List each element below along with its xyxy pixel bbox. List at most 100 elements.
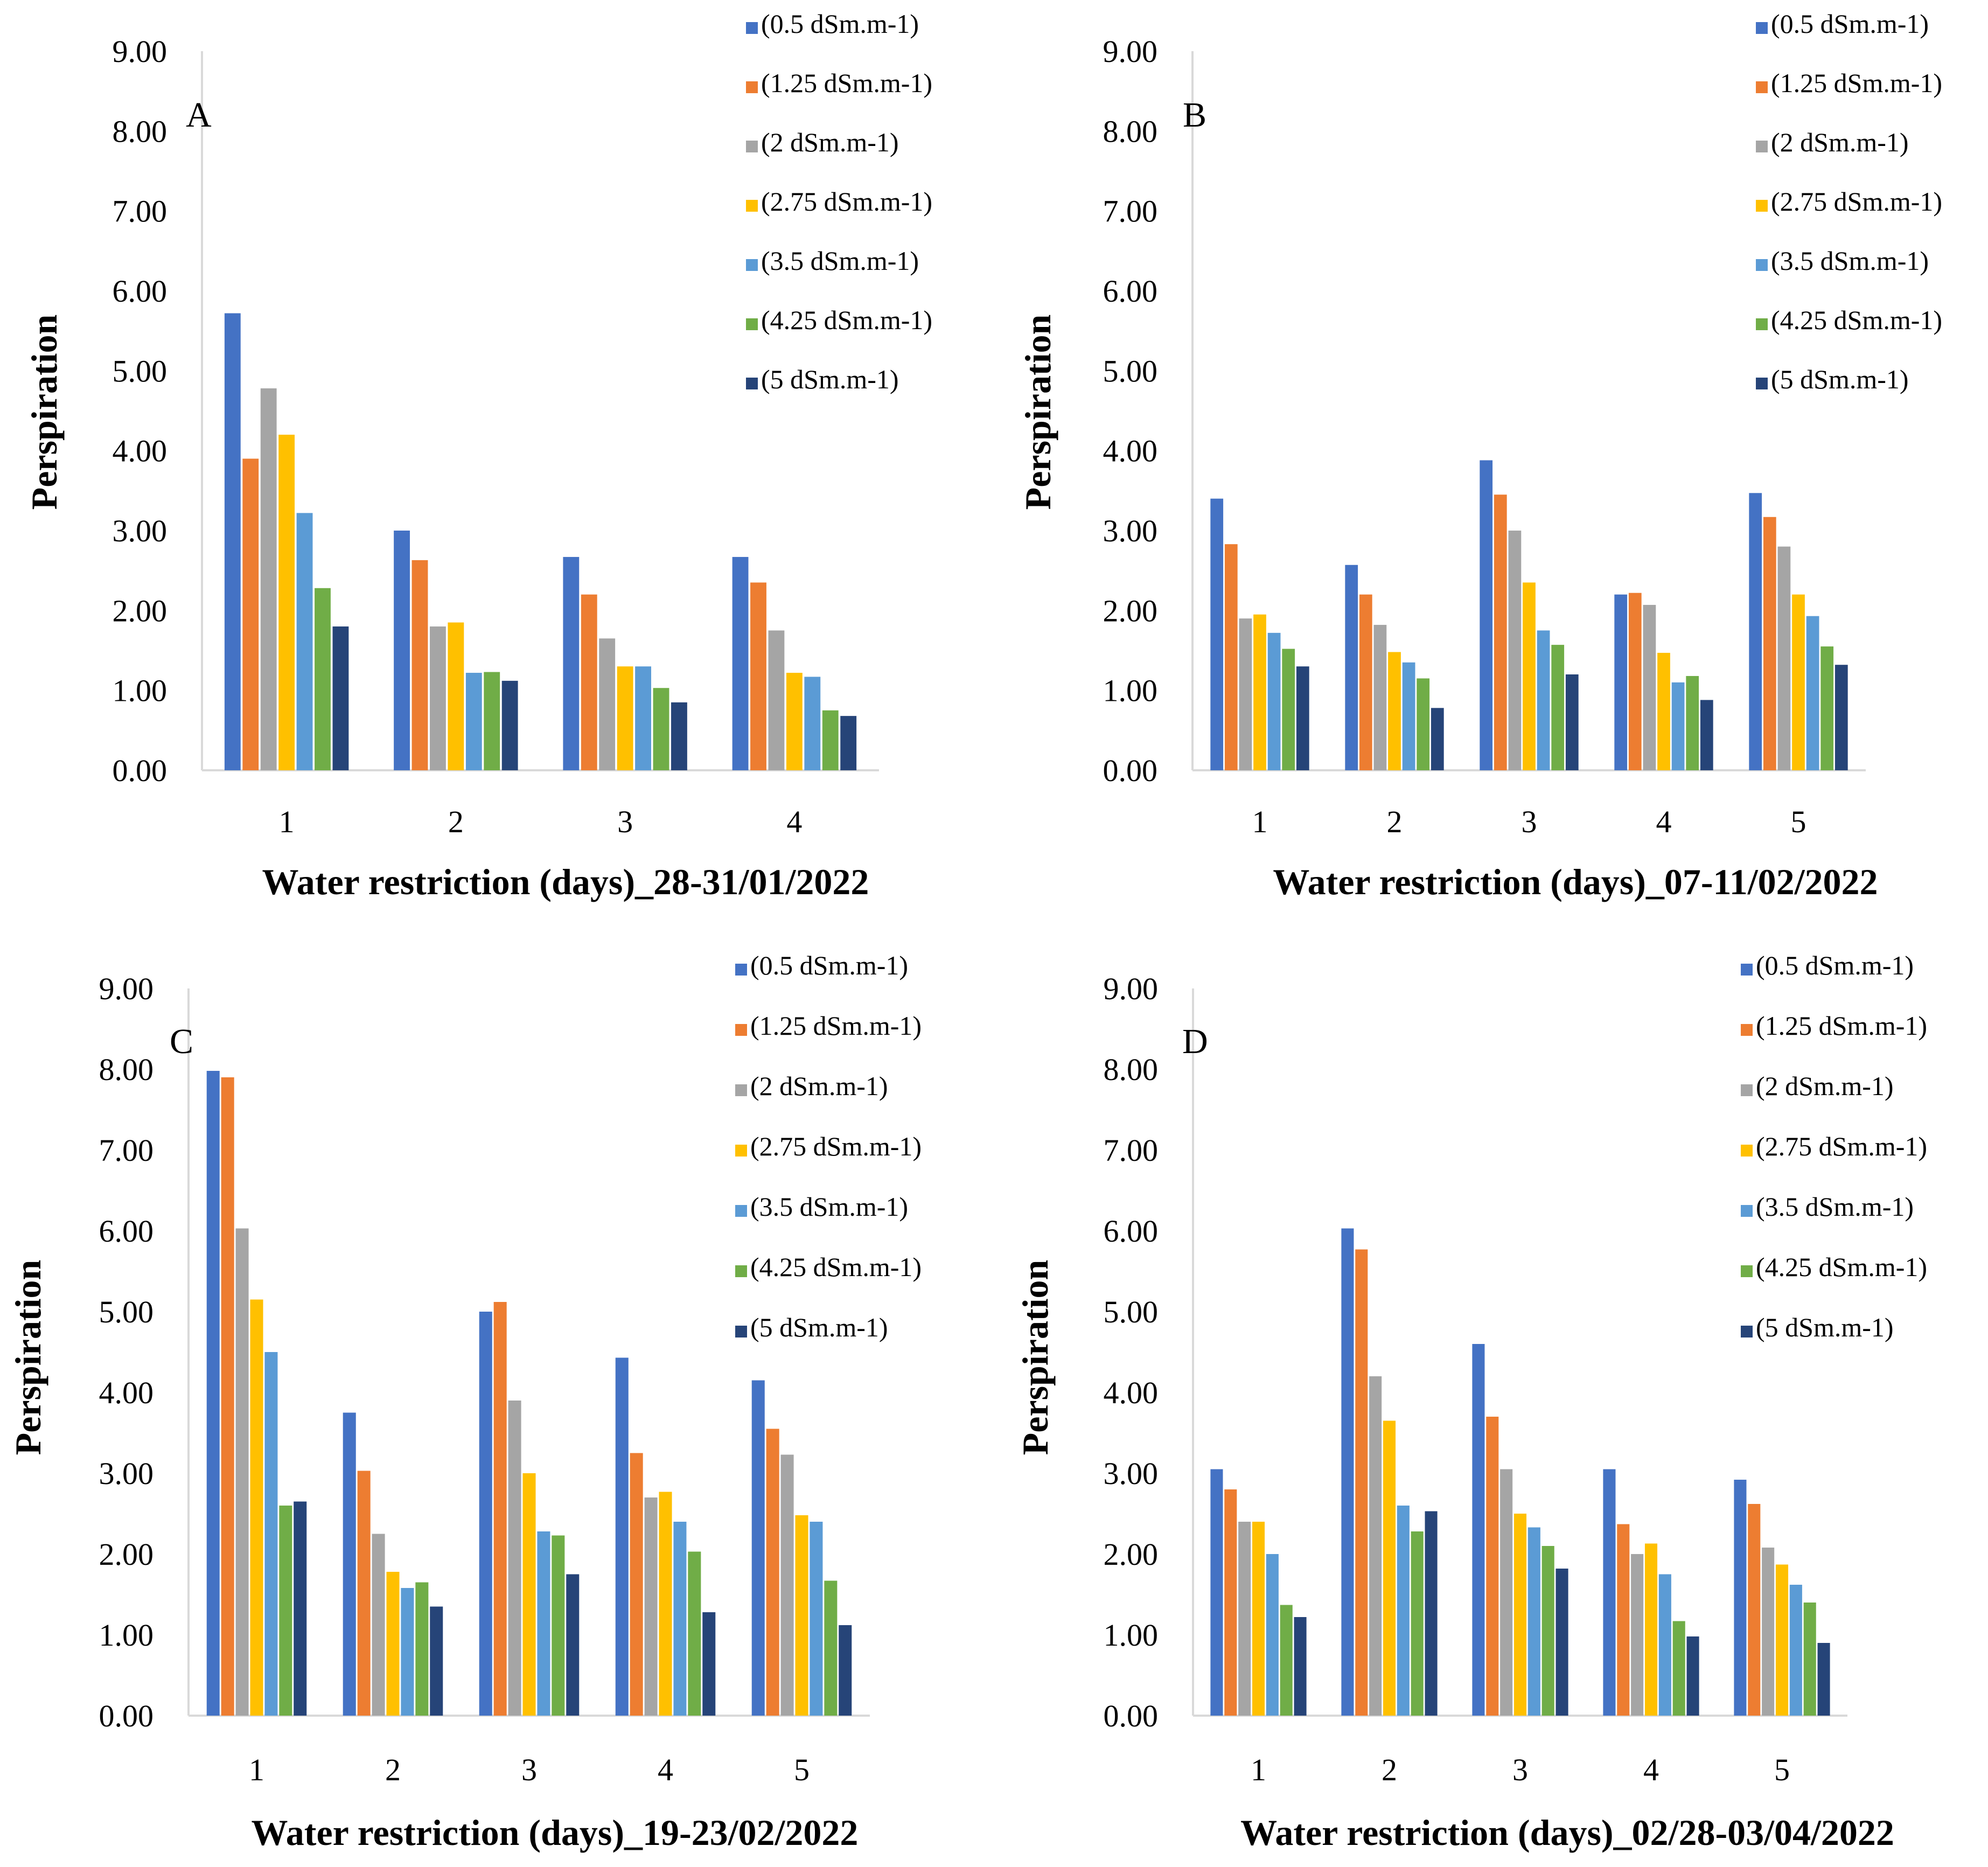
legend-label: (4.25 dSm.m-1) <box>1756 1252 1927 1282</box>
panel-letter: C <box>170 1022 193 1061</box>
bar-c-day3-series1 <box>479 1312 492 1716</box>
y-axis-title: Perspiration <box>1015 1260 1056 1455</box>
bar-a-day1-series3 <box>260 388 277 770</box>
legend-swatch <box>1756 259 1768 271</box>
legend-swatch <box>735 1265 747 1277</box>
y-tick-label: 7.00 <box>113 194 168 229</box>
legend-label: (1.25 dSm.m-1) <box>1771 68 1942 98</box>
bar-d-day5-series7 <box>1817 1643 1830 1716</box>
bar-b-day5-series7 <box>1834 665 1848 770</box>
y-tick-label: 2.00 <box>1104 1537 1159 1572</box>
bar-d-day3-series2 <box>1486 1417 1499 1716</box>
bar-c-day2-series2 <box>357 1471 371 1716</box>
x-tick-label: 5 <box>1774 1752 1790 1787</box>
x-tick-label: 4 <box>1643 1752 1659 1787</box>
x-axis-title: Water restriction (days)_02/28-03/04/202… <box>1240 1812 1894 1853</box>
chart-panel-d: 0.00 1.00 2.00 3.00 4.00 5.00 6.00 7.00 8.00 9.00… <box>1015 950 1927 1853</box>
bar-b-day4-series2 <box>1628 593 1642 770</box>
bar-b-day5-series1 <box>1749 493 1762 770</box>
y-tick-label: 9.00 <box>1104 971 1159 1006</box>
bar-a-day1-series4 <box>278 435 295 770</box>
bar-c-day2-series1 <box>343 1412 356 1716</box>
y-tick-label: 5.00 <box>113 353 168 388</box>
y-tick-label: 7.00 <box>1104 1133 1159 1168</box>
bar-d-day1-series6 <box>1280 1605 1293 1716</box>
bar-a-day1-series5 <box>296 513 313 770</box>
bar-c-day2-series6 <box>415 1582 429 1716</box>
chart-panel-c: 0.00 1.00 2.00 3.00 4.00 5.00 6.00 7.00 8.00 9.00… <box>8 950 922 1853</box>
bar-a-day3-series2 <box>581 594 597 770</box>
bar-b-day3-series6 <box>1551 645 1565 770</box>
x-tick-label: 2 <box>385 1752 401 1787</box>
bar-d-day4-series2 <box>1617 1524 1630 1716</box>
bar-a-day2-series5 <box>465 673 482 770</box>
bar-d-day4-series6 <box>1672 1621 1685 1716</box>
y-tick-label: 1.00 <box>1103 673 1158 708</box>
bar-c-day3-series6 <box>552 1535 565 1716</box>
y-tick-label: 2.00 <box>113 593 168 628</box>
x-tick-label: 1 <box>279 804 295 839</box>
legend-label: (2.75 dSm.m-1) <box>1756 1131 1927 1161</box>
legend-swatch <box>1756 378 1768 389</box>
legend-swatch <box>1741 1205 1753 1217</box>
legend-swatch <box>1741 1265 1753 1277</box>
bar-b-day3-series4 <box>1523 582 1536 770</box>
bar-b-day2-series4 <box>1388 652 1401 770</box>
y-tick-label: 0.00 <box>99 1698 154 1733</box>
bar-b-day2-series1 <box>1345 565 1358 770</box>
y-tick-label: 9.00 <box>1103 34 1158 69</box>
y-tick-label: 6.00 <box>1103 274 1158 309</box>
bar-c-day1-series7 <box>294 1501 307 1716</box>
bar-c-day4-series7 <box>702 1612 716 1716</box>
bar-c-day2-series4 <box>386 1572 400 1716</box>
bar-b-day4-series1 <box>1614 594 1628 770</box>
bar-c-day1-series4 <box>250 1299 263 1716</box>
y-tick-label: 6.00 <box>1104 1214 1159 1249</box>
panel-letter: B <box>1183 95 1206 135</box>
x-tick-label: 1 <box>1251 1752 1266 1787</box>
legend-swatch <box>1741 1326 1753 1337</box>
bar-c-day1-series6 <box>279 1506 292 1716</box>
legend-swatch <box>746 22 758 34</box>
bar-c-day3-series2 <box>493 1302 507 1716</box>
legend-label: (4.25 dSm.m-1) <box>761 305 932 335</box>
legend-label: (1.25 dSm.m-1) <box>750 1011 922 1041</box>
y-axis-title: Perspiration <box>24 315 65 510</box>
legend-swatch <box>1741 1145 1753 1157</box>
x-tick-label: 1 <box>249 1752 264 1787</box>
legend-label: (2.75 dSm.m-1) <box>1771 186 1942 217</box>
bar-a-day1-series1 <box>224 313 241 770</box>
bar-c-day4-series4 <box>659 1492 672 1716</box>
bar-a-day4-series7 <box>840 716 857 770</box>
bar-d-day3-series5 <box>1527 1527 1540 1716</box>
y-tick-label: 0.00 <box>1104 1698 1159 1733</box>
bar-c-day3-series4 <box>522 1473 536 1716</box>
y-tick-label: 0.00 <box>113 753 168 788</box>
bar-b-day4-series3 <box>1643 604 1656 770</box>
y-tick-label: 2.00 <box>1103 593 1158 628</box>
bar-d-day2-series3 <box>1369 1376 1382 1716</box>
bar-d-day1-series2 <box>1224 1489 1237 1716</box>
legend-swatch <box>1756 81 1768 93</box>
bar-a-day4-series6 <box>822 710 839 770</box>
bar-a-day3-series3 <box>599 638 616 770</box>
bar-c-day3-series3 <box>508 1401 521 1716</box>
bar-d-day3-series4 <box>1513 1514 1527 1716</box>
bar-b-day1-series4 <box>1253 614 1266 770</box>
bar-b-day1-series2 <box>1224 544 1238 770</box>
legend-label: (5 dSm.m-1) <box>1756 1312 1894 1342</box>
x-tick-label: 2 <box>1387 804 1403 839</box>
legend: (0.5 dSm.m-1) (1.25 dSm.m-1) (2 dSm.m-1) (2… <box>746 9 932 394</box>
bar-d-day3-series1 <box>1472 1344 1485 1716</box>
bar-b-day5-series2 <box>1763 517 1776 770</box>
legend-swatch <box>1756 22 1768 34</box>
bar-a-day1-series2 <box>242 458 259 770</box>
legend-swatch <box>1756 141 1768 152</box>
bar-c-day5-series2 <box>766 1429 779 1716</box>
legend-swatch <box>746 81 758 93</box>
legend-label: (5 dSm.m-1) <box>1771 364 1909 394</box>
legend: (0.5 dSm.m-1) (1.25 dSm.m-1) (2 dSm.m-1) (2… <box>735 950 922 1342</box>
x-axis-title: Water restriction (days)_07-11/02/2022 <box>1273 861 1878 902</box>
y-tick-label: 9.00 <box>113 34 168 69</box>
